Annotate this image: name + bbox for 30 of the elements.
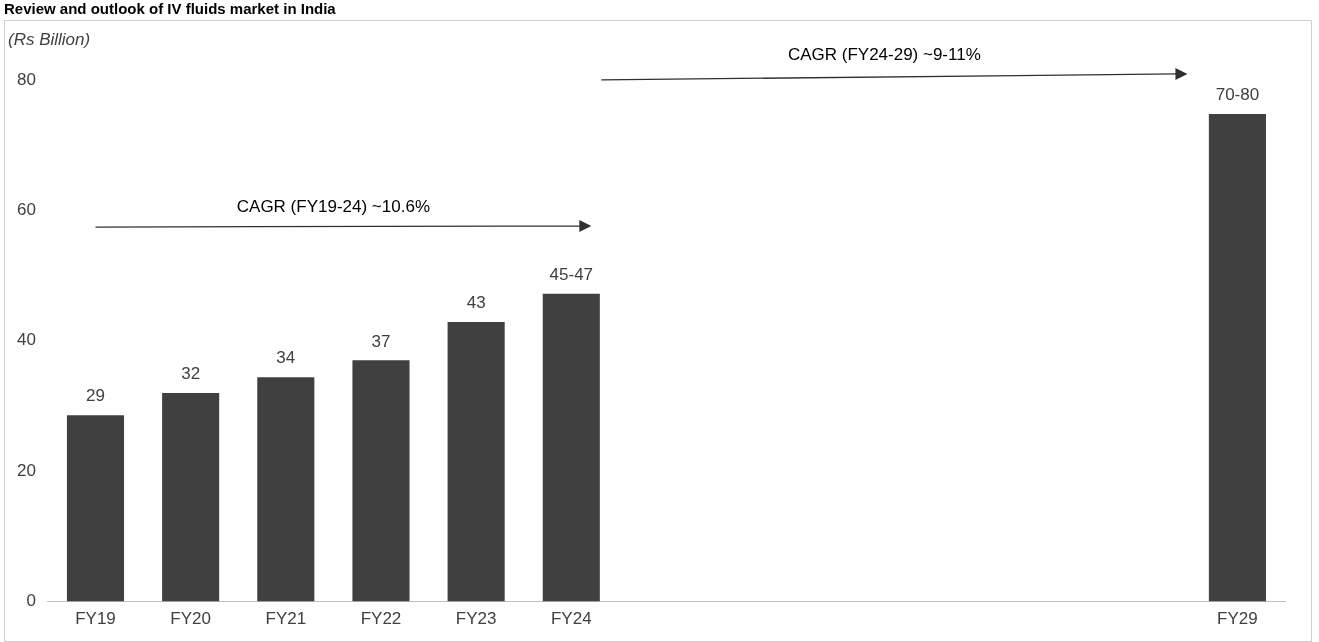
annotation: CAGR (FY19-24) ~10.6%: [236, 197, 430, 217]
x-tick-label: FY21: [265, 609, 307, 629]
x-tick-label: FY29: [1217, 609, 1258, 629]
data-label: 45-47: [549, 265, 594, 285]
bar: [66, 415, 125, 602]
y-tick-label: 0: [26, 591, 36, 611]
x-tick-label: FY22: [360, 609, 402, 629]
bar: [352, 360, 410, 602]
x-tick-label: FY20: [170, 609, 211, 629]
y-tick-label: 80: [16, 69, 36, 89]
y-tick-label: 40: [16, 330, 36, 350]
chart-title: Review and outlook of IV fluids market in India: [4, 0, 336, 17]
data-label: 37: [371, 331, 391, 351]
data-label: 32: [181, 364, 201, 384]
data-label: 29: [86, 386, 105, 406]
bar: [257, 377, 315, 602]
x-tick-label: FY23: [455, 609, 497, 629]
bar: [1208, 113, 1266, 602]
y-axis-title: (Rs Billion): [8, 30, 91, 50]
data-label: 70-80: [1215, 85, 1260, 105]
bar: [162, 392, 220, 602]
y-tick-label: 60: [16, 200, 36, 220]
y-tick-label: 20: [16, 460, 36, 480]
data-label: 34: [276, 348, 296, 368]
bar: [447, 321, 505, 602]
bar: [542, 293, 600, 602]
text: CAGR (FY24-29) ~9-11%: [787, 45, 981, 65]
data-label: 43: [466, 293, 486, 313]
x-tick-label: FY19: [75, 609, 116, 629]
x-tick-label: FY24: [550, 609, 592, 629]
